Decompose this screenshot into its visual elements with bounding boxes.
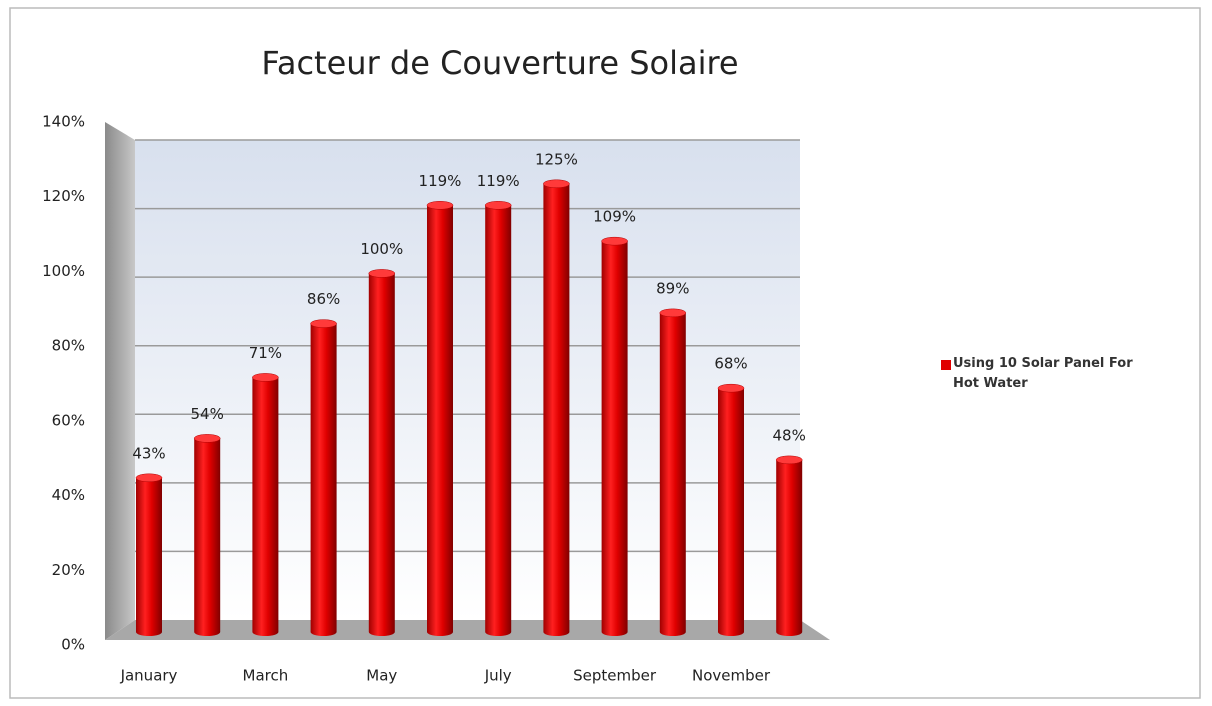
bar <box>718 388 744 636</box>
side-wall <box>105 122 135 640</box>
x-tick-label: January <box>120 667 178 685</box>
y-tick-label: 140% <box>42 113 85 131</box>
bar-top <box>252 373 279 382</box>
bar-top <box>484 201 512 210</box>
y-tick-label: 60% <box>52 411 85 429</box>
bar <box>252 377 279 636</box>
y-tick-label: 100% <box>42 262 85 280</box>
y-tick-label: 20% <box>52 561 85 579</box>
data-label: 86% <box>307 290 340 308</box>
floor <box>105 620 830 640</box>
data-label: 109% <box>593 208 636 226</box>
y-tick-label: 0% <box>61 636 85 654</box>
bar <box>776 459 803 636</box>
bar <box>310 323 337 636</box>
bar-top <box>193 434 221 443</box>
chart-title: Facteur de Couverture Solaire <box>261 44 738 82</box>
bar <box>368 273 395 636</box>
data-label: 48% <box>773 426 806 444</box>
bar-top <box>135 473 163 483</box>
bar-top <box>659 308 687 318</box>
y-tick-label: 120% <box>42 187 85 205</box>
data-label: 100% <box>360 240 403 258</box>
bar <box>543 183 570 637</box>
data-label: 125% <box>535 150 578 168</box>
bar-top <box>426 201 454 210</box>
data-label: 119% <box>477 172 520 190</box>
y-tick-label: 80% <box>52 337 85 355</box>
bar-top <box>310 319 337 328</box>
bar-top <box>775 455 803 465</box>
bar-top <box>717 383 745 393</box>
x-tick-label: November <box>692 667 771 685</box>
bar <box>601 241 628 636</box>
data-label: 68% <box>714 355 747 373</box>
bar <box>659 312 686 636</box>
bar <box>136 477 162 636</box>
bar-top <box>543 179 570 189</box>
back-wall <box>135 140 800 620</box>
data-label: 119% <box>419 172 462 190</box>
data-label: 71% <box>249 344 282 362</box>
frame <box>9 7 1201 699</box>
bar-top <box>368 269 396 278</box>
bar <box>194 438 221 636</box>
x-tick-label: July <box>484 667 512 685</box>
legend-swatch <box>941 360 951 370</box>
data-label: 43% <box>132 444 165 462</box>
legend-label: Using 10 Solar Panel For Hot Water <box>953 356 1133 391</box>
bar <box>427 205 453 637</box>
x-tick-label: September <box>573 667 657 685</box>
bar <box>485 205 512 637</box>
data-label: 89% <box>656 279 689 297</box>
bar-top <box>601 236 628 246</box>
y-tick-label: 40% <box>52 486 85 504</box>
x-tick-label: March <box>243 667 289 685</box>
x-tick-label: May <box>366 667 397 685</box>
data-label: 54% <box>191 405 224 423</box>
